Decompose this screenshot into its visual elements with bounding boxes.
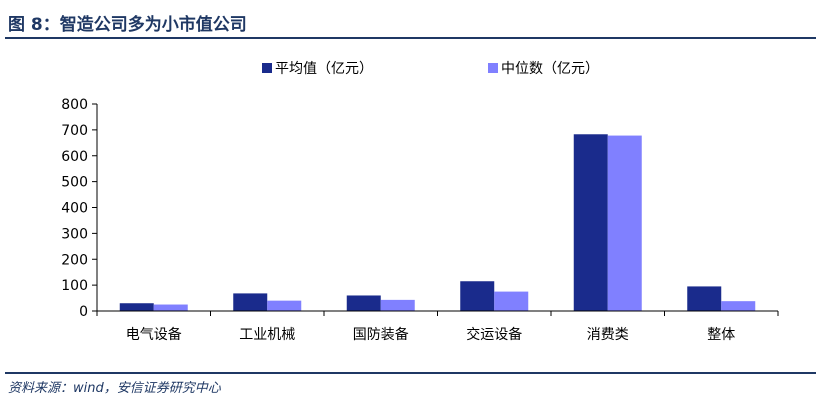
bar-median-3 (494, 291, 529, 311)
bar-mean-1 (233, 293, 268, 311)
bar-mean-3 (460, 281, 495, 311)
bar-mean-0 (119, 303, 154, 311)
y-tick-label-1: 100 (61, 278, 88, 294)
y-tick-label-6: 600 (61, 149, 88, 165)
x-tick-label-5: 整体 (707, 327, 735, 343)
y-tick-label-2: 200 (61, 252, 88, 268)
bar-mean-5 (687, 286, 722, 311)
x-tick-label-3: 交运设备 (466, 326, 522, 343)
x-tick-label-0: 电气设备 (126, 326, 182, 343)
source-divider (5, 372, 816, 374)
legend-swatch-0 (262, 63, 272, 73)
y-tick-label-4: 400 (61, 201, 88, 217)
bar-mean-2 (346, 295, 381, 311)
y-tick-label-0: 0 (79, 304, 88, 320)
title-divider (5, 37, 816, 39)
x-tick-label-2: 国防装备 (353, 326, 409, 343)
x-tick-label-4: 消费类 (587, 327, 629, 343)
bar-median-5 (721, 301, 756, 311)
legend-label-1: 中位数（亿元） (501, 61, 599, 77)
bar-median-0 (153, 304, 188, 311)
bar-median-2 (380, 299, 415, 311)
bar-median-4 (607, 135, 642, 311)
source-note: 资料来源：wind，安信证券研究中心 (8, 381, 221, 396)
figure-title: 图 8：智造公司多为小市值公司 (8, 15, 247, 35)
y-tick-label-3: 300 (61, 226, 88, 242)
bar-mean-4 (573, 134, 608, 311)
legend-label-0: 平均值（亿元） (275, 61, 373, 77)
y-tick-label-7: 700 (61, 123, 88, 139)
y-tick-label-5: 500 (61, 175, 88, 191)
legend-swatch-1 (488, 63, 498, 73)
x-tick-label-1: 工业机械 (239, 327, 295, 343)
y-tick-label-8: 800 (61, 97, 88, 113)
bar-median-1 (267, 300, 302, 311)
